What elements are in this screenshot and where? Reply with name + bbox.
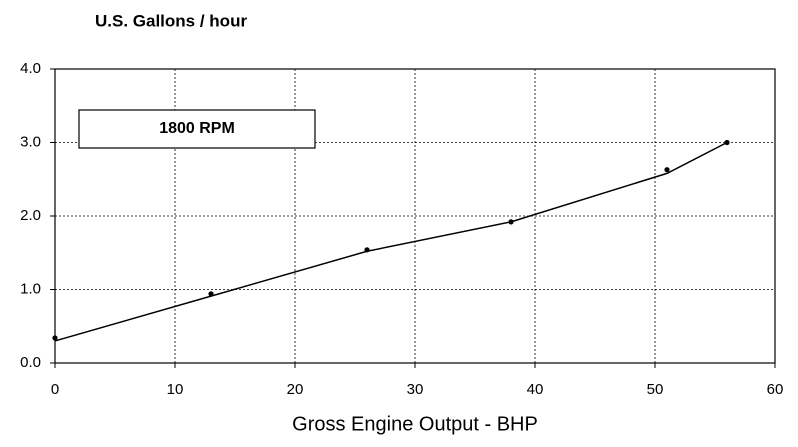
y-tick-label: 1.0 xyxy=(20,280,41,297)
y-tick-label: 4.0 xyxy=(20,60,41,77)
annotation-box xyxy=(78,109,316,149)
x-tick-label: 60 xyxy=(767,381,784,398)
x-tick-label: 50 xyxy=(647,381,664,398)
x-tick-label: 0 xyxy=(51,381,59,398)
x-tick-label: 30 xyxy=(407,381,424,398)
data-point xyxy=(664,167,670,173)
x-tick-label: 40 xyxy=(527,381,544,398)
y-tick-label: 2.0 xyxy=(20,207,41,224)
chart-title: U.S. Gallons / hour xyxy=(95,11,247,30)
x-tick-label: 20 xyxy=(287,381,304,398)
x-tick-label: 10 xyxy=(167,381,184,398)
y-tick-label: 0.0 xyxy=(20,354,41,371)
y-tick-label: 3.0 xyxy=(20,133,41,150)
annotation: 1800 RPM xyxy=(159,120,235,137)
x-axis-label: Gross Engine Output - BHP xyxy=(292,413,538,435)
data-line xyxy=(54,141,728,342)
data-point xyxy=(52,335,58,341)
